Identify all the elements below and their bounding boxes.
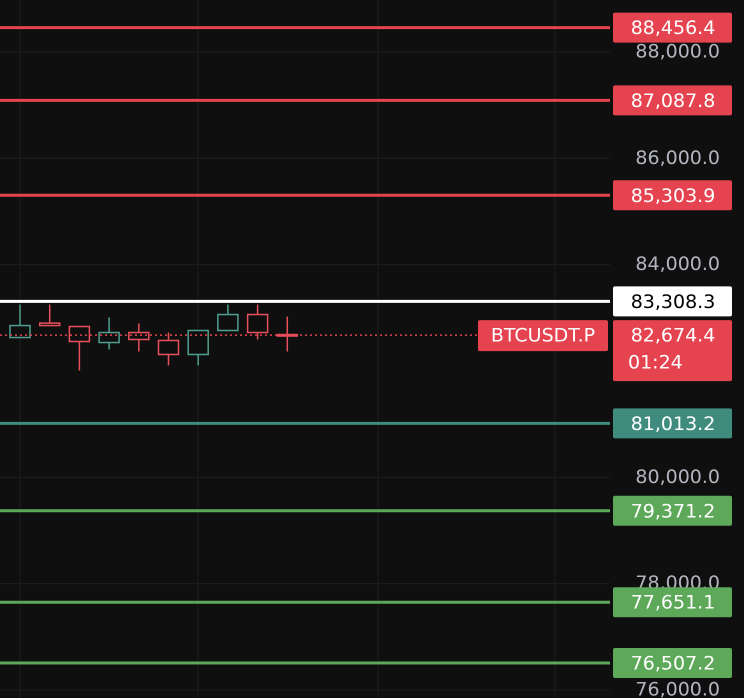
level-label: 81,013.2 <box>631 413 716 435</box>
candle-body <box>38 322 61 327</box>
y-tick-label: 76,000.0 <box>635 679 720 698</box>
level-label-box <box>613 587 732 618</box>
candle-body <box>187 329 209 356</box>
level-label: 88,456.4 <box>631 17 716 39</box>
candle-body <box>157 339 180 356</box>
candle-body <box>246 313 269 334</box>
level-label: 76,507.2 <box>631 653 716 675</box>
level-label-box <box>613 495 732 526</box>
level-label: 85,303.9 <box>631 185 716 207</box>
candle-body <box>68 325 91 343</box>
symbol-box <box>478 320 608 352</box>
level-label-box <box>613 286 732 317</box>
y-tick-label: 88,000.0 <box>635 40 720 62</box>
candle-body <box>9 324 31 339</box>
symbol-label: BTCUSDT.P <box>491 325 595 347</box>
level-label: 77,651.1 <box>631 592 716 614</box>
level-label-box <box>613 12 732 43</box>
level-label: 79,371.2 <box>631 500 716 522</box>
candle-body <box>276 333 299 337</box>
y-tick-label: 80,000.0 <box>635 466 720 488</box>
level-label-box <box>613 180 732 211</box>
current-price-box <box>613 320 732 382</box>
level-label-box <box>613 648 732 679</box>
candle-body <box>128 331 150 341</box>
level-label: 83,308.3 <box>631 291 716 313</box>
y-tick-label: 86,000.0 <box>635 147 720 169</box>
level-label: 87,087.8 <box>631 90 716 112</box>
level-label-box <box>613 85 732 116</box>
candle-body <box>217 313 239 332</box>
y-tick-label: 84,000.0 <box>635 253 720 275</box>
level-label-box <box>613 408 732 439</box>
countdown-label: 01:24 <box>628 352 683 374</box>
candle-body <box>98 331 120 344</box>
current-price-label: 82,674.4 <box>631 325 716 347</box>
